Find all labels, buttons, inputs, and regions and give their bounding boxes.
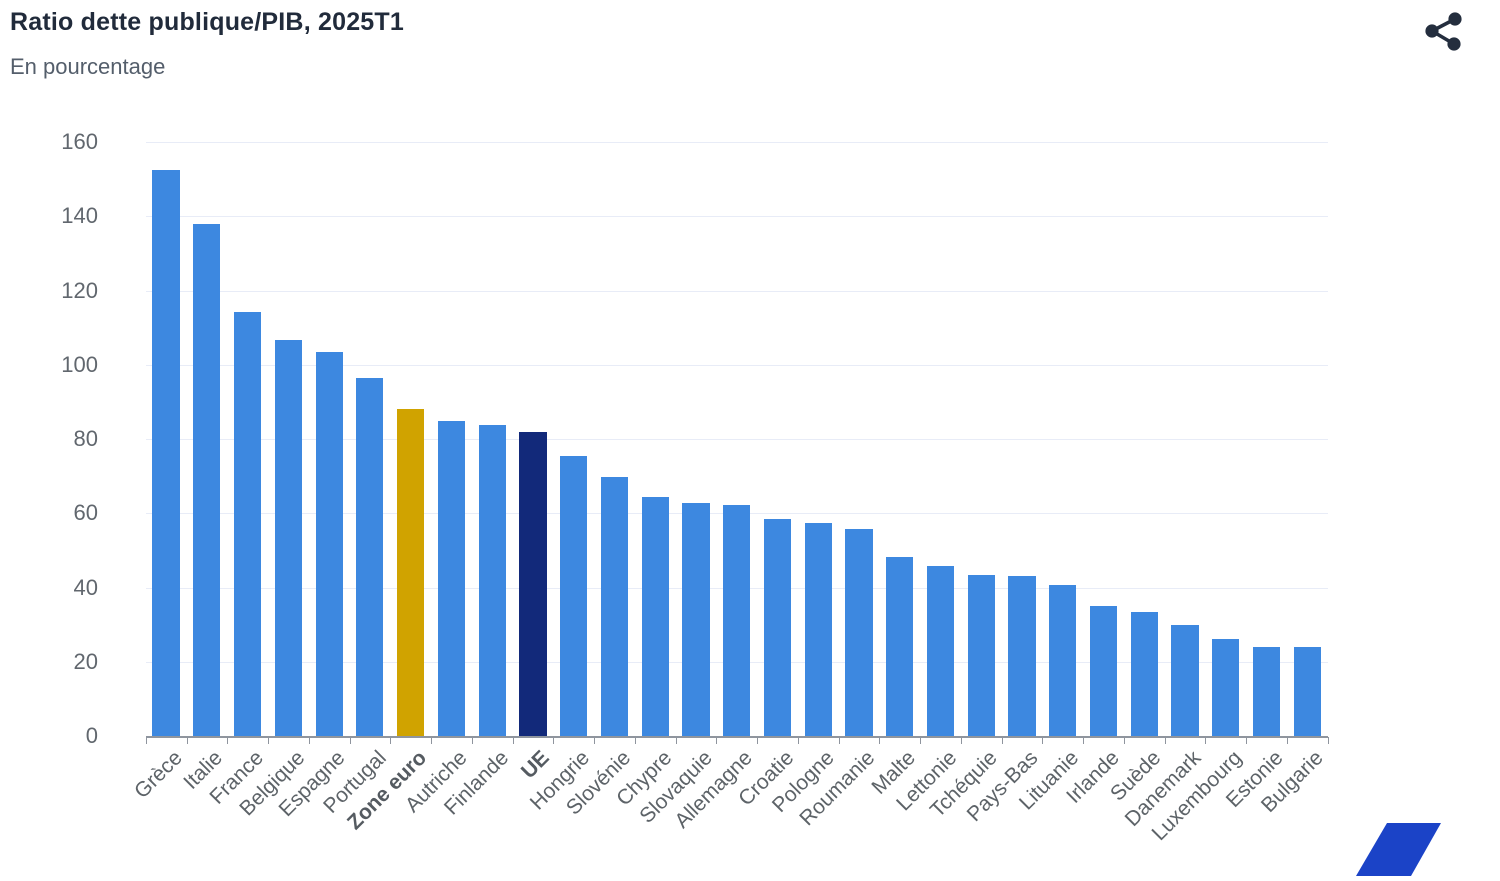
bar-Danemark[interactable] bbox=[1171, 625, 1199, 736]
x-axis-tick bbox=[716, 737, 718, 744]
bar-Italie[interactable] bbox=[193, 224, 221, 736]
x-axis-tick bbox=[471, 737, 473, 744]
gridline-y-160 bbox=[145, 142, 1328, 143]
x-axis-tick bbox=[553, 737, 555, 744]
bar-Autriche[interactable] bbox=[437, 420, 465, 736]
x-axis-tick bbox=[349, 737, 351, 744]
x-axis-tick bbox=[1164, 737, 1166, 744]
bar-UE[interactable] bbox=[519, 432, 547, 736]
bar-Portugal[interactable] bbox=[356, 377, 384, 736]
x-axis-tick bbox=[390, 737, 392, 744]
x-axis-tick bbox=[186, 737, 188, 744]
y-axis-label-160: 160 bbox=[61, 129, 98, 154]
x-axis-tick bbox=[838, 737, 840, 744]
x-axis-line bbox=[145, 736, 1328, 738]
bar-Chypre[interactable] bbox=[641, 497, 669, 736]
bar-Luxembourg[interactable] bbox=[1212, 639, 1240, 736]
chart-subtitle: En pourcentage bbox=[10, 54, 166, 79]
bar-Estonie[interactable] bbox=[1252, 646, 1281, 736]
x-axis-tick bbox=[1286, 737, 1288, 744]
x-axis-tick bbox=[879, 737, 881, 744]
x-axis-tick bbox=[634, 737, 636, 744]
y-axis-label-40: 40 bbox=[73, 574, 98, 600]
gridline-y-80 bbox=[145, 439, 1328, 440]
bar-Slovaquie[interactable] bbox=[682, 503, 710, 736]
share-button[interactable] bbox=[1418, 6, 1468, 56]
y-axis-label-140: 140 bbox=[61, 203, 98, 229]
bar-Suède[interactable] bbox=[1130, 611, 1158, 736]
bar-France[interactable] bbox=[233, 312, 262, 736]
bar-Pologne[interactable] bbox=[804, 522, 832, 736]
x-axis-tick bbox=[227, 737, 229, 744]
x-axis-tick bbox=[1123, 737, 1125, 744]
bar-Croatie[interactable] bbox=[763, 518, 792, 736]
y-axis-label-120: 120 bbox=[61, 277, 98, 303]
x-axis-tick bbox=[308, 737, 310, 744]
x-axis-tick bbox=[1083, 737, 1085, 744]
bar-Finlande[interactable] bbox=[478, 425, 506, 736]
x-axis-tick bbox=[960, 737, 962, 744]
bar-Irlande[interactable] bbox=[1089, 606, 1118, 736]
logo-parallelogram-icon bbox=[1350, 818, 1450, 881]
y-axis-label-60: 60 bbox=[73, 500, 98, 526]
y-axis-label-0: 0 bbox=[85, 723, 98, 748]
x-axis-tick bbox=[145, 737, 147, 744]
bar-Pays-Bas[interactable] bbox=[1008, 575, 1036, 736]
x-axis-tick bbox=[1327, 737, 1329, 744]
x-axis-tick bbox=[757, 737, 759, 744]
bar-Allemagne[interactable] bbox=[723, 504, 751, 736]
x-axis-tick bbox=[1246, 737, 1248, 744]
bar-Grèce[interactable] bbox=[152, 169, 180, 736]
x-axis-tick bbox=[920, 737, 922, 744]
share-icon bbox=[1420, 12, 1466, 57]
x-axis-label-Grèce: Grèce bbox=[129, 746, 187, 803]
bar-Zone euro[interactable] bbox=[397, 409, 425, 736]
bar-Roumanie[interactable] bbox=[845, 528, 873, 736]
x-axis-tick bbox=[512, 737, 514, 744]
x-axis-tick bbox=[268, 737, 269, 744]
x-axis-tick bbox=[797, 737, 799, 744]
gridline-y-100 bbox=[145, 364, 1328, 366]
bar-Tchéquie[interactable] bbox=[967, 574, 995, 736]
gridline-y-120 bbox=[145, 290, 1328, 292]
bar-Belgique[interactable] bbox=[274, 339, 302, 736]
x-axis-tick bbox=[1205, 737, 1207, 744]
x-axis-tick bbox=[431, 737, 432, 744]
y-axis-label-100: 100 bbox=[61, 351, 98, 377]
bar-Espagne[interactable] bbox=[315, 351, 343, 736]
bar-Malte[interactable] bbox=[886, 556, 914, 736]
bar-Hongrie[interactable] bbox=[560, 456, 588, 736]
x-axis-tick bbox=[1001, 737, 1003, 744]
x-axis-tick bbox=[675, 737, 677, 744]
bar-Bulgarie[interactable] bbox=[1293, 647, 1321, 736]
x-axis-tick bbox=[594, 737, 595, 744]
gridline-y-140 bbox=[145, 216, 1328, 218]
y-axis-label-80: 80 bbox=[73, 426, 98, 451]
bar-Lettonie[interactable] bbox=[926, 566, 955, 736]
y-axis-label-20: 20 bbox=[73, 648, 98, 674]
bar-Slovénie[interactable] bbox=[600, 476, 629, 736]
bar-Lituanie[interactable] bbox=[1049, 585, 1077, 736]
chart-title: Ratio dette publique/PIB, 2025T1 bbox=[10, 8, 404, 36]
x-axis-tick bbox=[1042, 737, 1044, 744]
